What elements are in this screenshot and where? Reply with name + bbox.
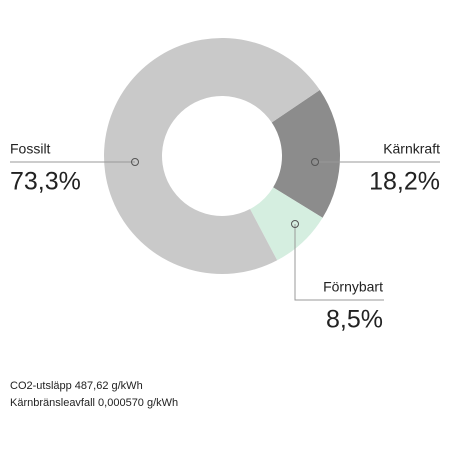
value-label: 73,3% [10,168,81,196]
leader-dot [131,158,139,166]
leader-line [294,224,384,301]
slice [250,187,323,261]
value-label: 8,5% [326,306,383,334]
slice [103,37,320,274]
slice-label: Fossilt [10,141,51,157]
slice [271,90,341,218]
value-label: 18,2% [369,168,440,196]
leader-dot [311,158,319,166]
leader-dot [291,220,299,228]
annotation: Kärnbränsleavfall 0,000570 g/kWh [10,397,178,409]
annotation: CO2-utsläpp 487,62 g/kWh [10,380,143,392]
slice-label: Förnybart [323,279,383,295]
slice-label: Kärnkraft [383,141,440,157]
